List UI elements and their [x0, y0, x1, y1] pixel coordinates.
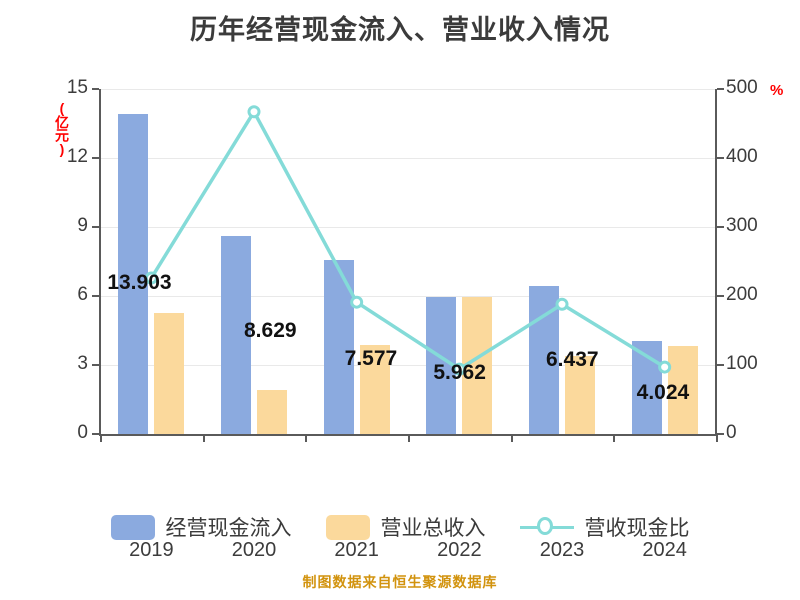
right-axis-tick [717, 295, 724, 297]
bar-营业总收入-2020 [257, 389, 287, 434]
value-label-2022: 5.962 [433, 361, 486, 384]
left-axis-tick-label: 3 [77, 353, 88, 374]
right-axis-line [715, 89, 717, 434]
x-axis-label-2020: 2020 [231, 539, 277, 561]
value-label-2023: 6.437 [546, 348, 599, 371]
legend-line-dot [536, 517, 553, 535]
x-axis-label-2019: 2019 [129, 539, 174, 561]
value-label-2019: 13.903 [107, 271, 172, 294]
bar-经营现金流入-2020 [221, 235, 251, 434]
ratio-point-2022 [452, 362, 466, 376]
ratio-point-2020 [247, 105, 261, 119]
legend-item-operating-cash-inflow[interactable]: 经营现金流入 [110, 512, 292, 542]
right-axis-tick-label: 100 [726, 353, 758, 374]
right-axis-tick [717, 157, 724, 159]
chart-title: 历年经营现金流入、营业收入情况 [190, 15, 610, 45]
right-axis-tick [717, 433, 724, 435]
plot-area: 0 0 3 100 6 200 9 300 12 400 15 500 13.903 8.629 7.57… [67, 77, 758, 561]
legend-item-total-revenue[interactable]: 营业总收入 [325, 512, 486, 542]
left-axis-tick-label: 0 [77, 422, 88, 443]
bar-经营现金流入-2019 [118, 114, 149, 434]
right-axis-tick-label: 0 [726, 422, 737, 443]
right-axis-tick [717, 364, 724, 366]
x-axis-label-2022: 2022 [437, 539, 482, 561]
right-axis-tick-label: 300 [726, 215, 758, 236]
x-axis-label-2024: 2024 [642, 539, 687, 561]
legend-marker-line [519, 516, 574, 538]
legend-swatch-blue [110, 514, 155, 540]
x-axis-tick [613, 434, 616, 442]
left-axis-tick-label: 9 [77, 215, 88, 236]
legend-swatch-orange [325, 514, 370, 540]
left-axis-unit-label: (亿元) [54, 100, 70, 156]
right-axis-tick [717, 88, 724, 90]
chart-legend: 经营现金流入 营业总收入 营收现金比 [0, 512, 800, 542]
left-axis-line [99, 89, 101, 434]
left-axis-tick [92, 364, 99, 366]
bar-营业总收入-2023 [565, 355, 595, 434]
x-axis-tick [408, 434, 410, 442]
value-label-2021: 7.577 [344, 347, 398, 370]
x-axis-tick [305, 434, 308, 442]
legend-label-total-revenue: 营业总收入 [380, 517, 486, 540]
ratio-point-2024 [658, 360, 672, 374]
left-axis-tick [92, 226, 99, 228]
legend-label-operating-cash-inflow: 经营现金流入 [165, 517, 292, 540]
left-axis-tick-label: 12 [66, 146, 88, 167]
bar-营业总收入-2024 [667, 345, 698, 434]
ratio-point-2023 [555, 297, 569, 311]
source-note: 制图数据来自恒生聚源数据库 [302, 574, 498, 590]
right-axis-tick-label: 400 [726, 146, 758, 167]
value-label-2024: 4.024 [636, 381, 690, 404]
legend-item-cash-to-revenue-ratio[interactable]: 营收现金比 [519, 512, 690, 542]
x-axis-tick [100, 434, 102, 442]
ratio-line-series [144, 105, 672, 376]
x-axis-tick [202, 434, 205, 442]
right-axis-unit-label: % [770, 82, 784, 99]
right-axis-tick-label: 200 [726, 284, 758, 305]
legend-label-cash-to-revenue-ratio: 营收现金比 [584, 517, 690, 540]
x-axis-tick [510, 434, 513, 442]
bar-营业总收入-2021 [359, 345, 390, 434]
value-label-2020: 8.629 [244, 319, 297, 342]
left-axis-tick-label: 15 [66, 77, 88, 98]
left-axis-tick [92, 88, 99, 90]
x-axis-label-2021: 2021 [334, 539, 379, 561]
gridline [100, 227, 716, 228]
right-axis-tick [717, 226, 724, 228]
gridline [100, 89, 716, 90]
gridline [100, 296, 716, 297]
ratio-line-path [149, 110, 666, 371]
left-axis-tick [92, 295, 99, 297]
ratio-point-2021 [350, 295, 364, 309]
gridline [100, 365, 716, 366]
right-axis-tick-label: 500 [726, 77, 758, 98]
ratio-point-2019 [144, 271, 158, 285]
x-axis-label-2023: 2023 [539, 539, 585, 561]
left-axis-tick [92, 433, 99, 435]
bar-营业总收入-2019 [154, 313, 185, 434]
x-axis-tick [716, 434, 718, 442]
left-axis-tick-label: 6 [77, 284, 88, 305]
gridline [100, 158, 716, 159]
left-axis-tick [92, 157, 99, 159]
